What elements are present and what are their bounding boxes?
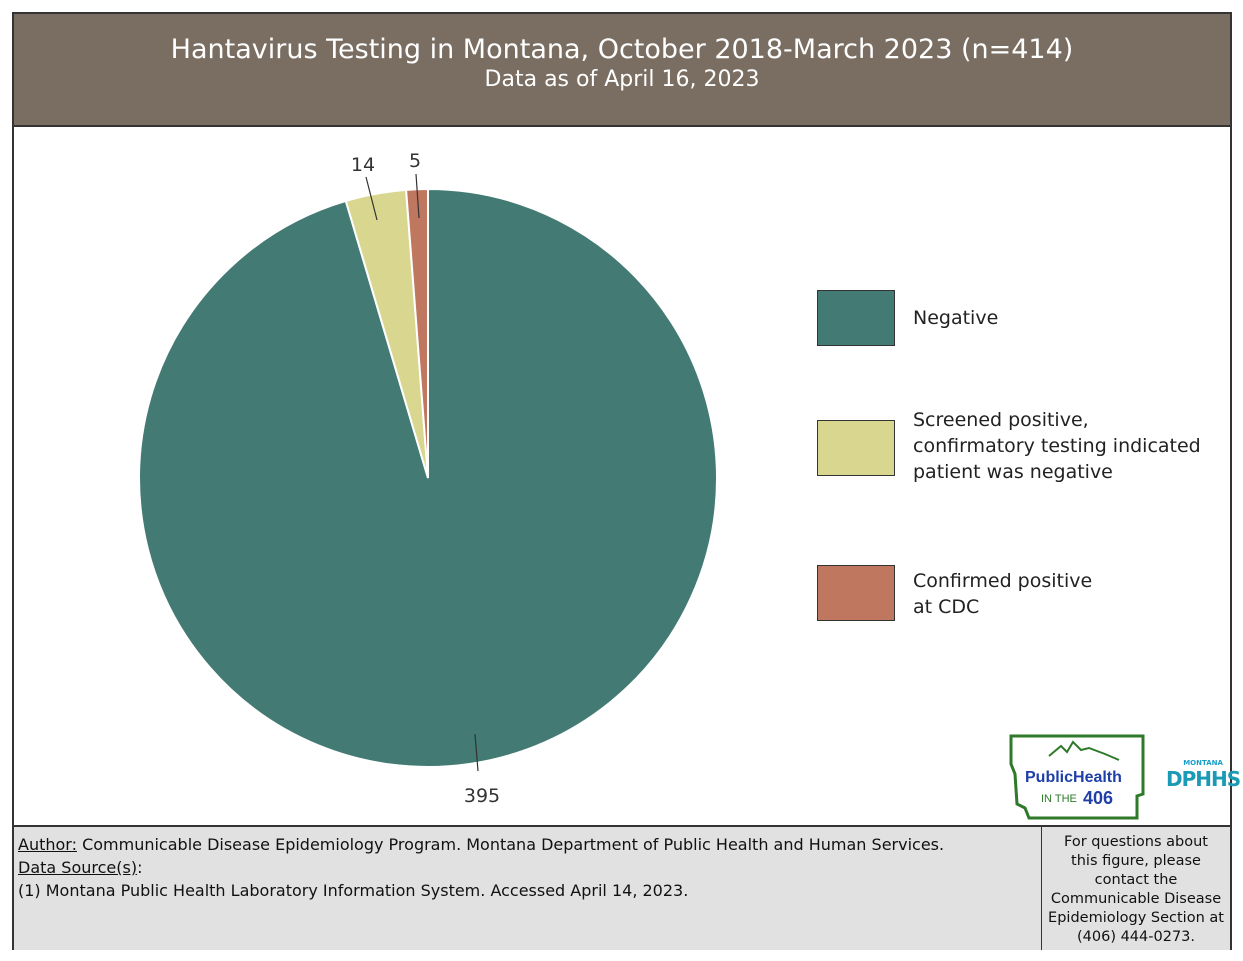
legend-swatch <box>817 290 895 346</box>
colon: : <box>137 858 143 877</box>
contact-text: For questions about this figure, please … <box>1048 834 1224 945</box>
logo-text: PublicHealth <box>1025 769 1122 786</box>
figure-frame: Hantavirus Testing in Montana, October 2… <box>12 12 1241 950</box>
svg-text:406: 406 <box>1083 788 1113 808</box>
data-label: 14 <box>351 154 375 176</box>
author-label: Author: <box>18 835 77 854</box>
legend-item-confirmed-positive: Confirmed positive at CDC <box>817 565 1092 621</box>
header: Hantavirus Testing in Montana, October 2… <box>14 14 1230 127</box>
leader-line <box>365 176 378 221</box>
chart-subtitle: Data as of April 16, 2023 <box>484 67 760 92</box>
data-source-1: (1) Montana Public Health Laboratory Inf… <box>18 881 689 900</box>
public-health-406-logo: PublicHealth IN THE 406 <box>1009 734 1149 824</box>
contact-info: For questions about this figure, please … <box>1041 827 1230 950</box>
author-text: Communicable Disease Epidemiology Progra… <box>76 835 945 854</box>
data-label: 395 <box>464 785 500 807</box>
leader-line <box>415 173 420 219</box>
chart-title: Hantavirus Testing in Montana, October 2… <box>170 34 1074 65</box>
leader-line <box>474 733 479 772</box>
montana-outline-icon: PublicHealth IN THE 406 <box>1009 734 1145 820</box>
legend-label: Negative <box>913 307 999 329</box>
legend-item-negative: Negative <box>817 290 998 346</box>
legend-label: Confirmed positive at CDC <box>913 570 1093 618</box>
dphhs-logo: MONTANA DPHHS <box>1166 759 1241 791</box>
data-label: 5 <box>409 150 421 172</box>
pie-chart: 395 14 5 <box>138 150 718 807</box>
data-source-label: Data Source(s) <box>18 858 138 877</box>
footer-citation: Author: Communicable Disease Epidemiolog… <box>18 833 944 902</box>
svg-text:IN THE: IN THE <box>1041 793 1077 805</box>
legend-item-screened-positive: Screened positive, confirmatory testing … <box>817 407 1201 485</box>
legend-swatch <box>817 565 895 621</box>
footer: Author: Communicable Disease Epidemiolog… <box>14 825 1230 950</box>
legend-swatch <box>817 420 895 476</box>
legend-label: Screened positive, confirmatory testing … <box>913 409 1201 483</box>
